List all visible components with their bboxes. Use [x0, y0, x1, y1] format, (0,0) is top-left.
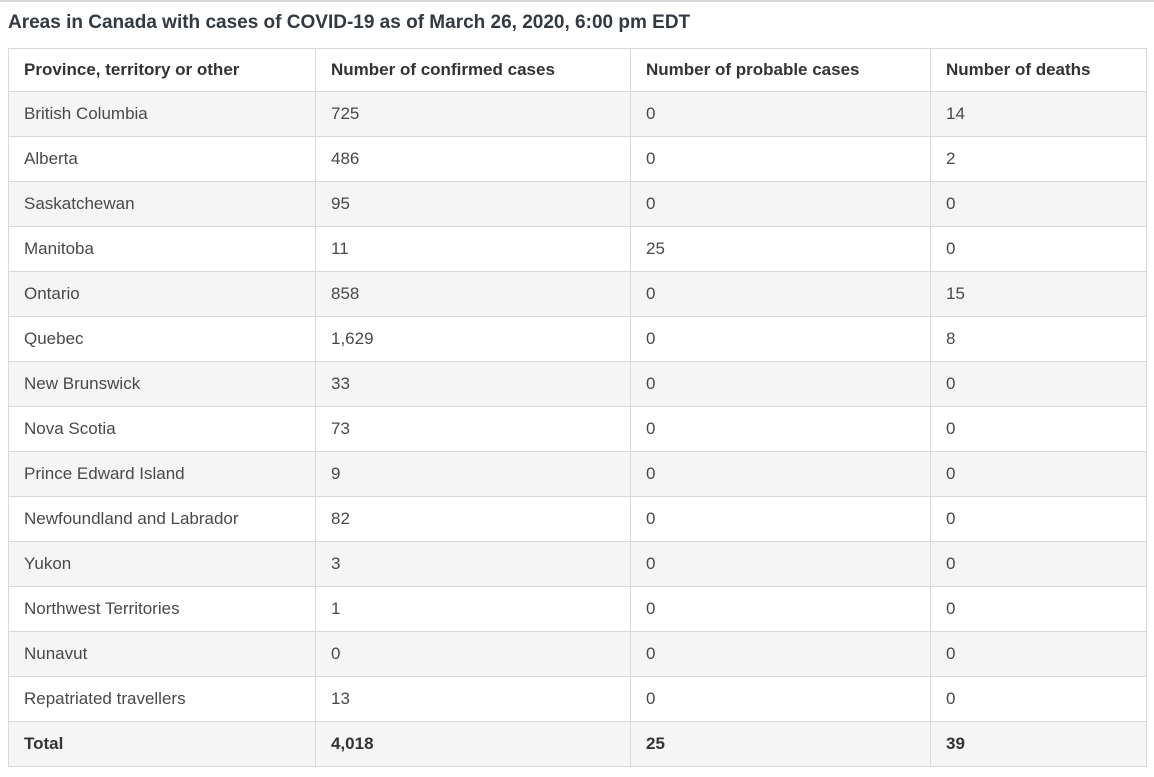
deaths-cell: 0 — [930, 181, 1147, 227]
probable-cases-cell: 25 — [630, 721, 931, 767]
top-divider — [0, 0, 1154, 2]
deaths-cell: 0 — [930, 541, 1147, 587]
province-cell: Newfoundland and Labrador — [8, 496, 316, 542]
probable-cases-cell: 0 — [630, 91, 931, 137]
province-cell: Alberta — [8, 136, 316, 182]
province-cell: Nunavut — [8, 631, 316, 677]
confirmed-cases-cell: 73 — [315, 406, 631, 452]
province-cell: British Columbia — [8, 91, 316, 137]
probable-cases-cell: 0 — [630, 181, 931, 227]
table-row: Nunavut 0 0 0 — [8, 631, 1147, 677]
table-row: New Brunswick 33 0 0 — [8, 361, 1147, 407]
table-row: Alberta 486 0 2 — [8, 136, 1147, 182]
province-cell: Saskatchewan — [8, 181, 316, 227]
column-header-confirmed-cases: Number of confirmed cases — [315, 48, 631, 92]
table-row: Ontario 858 0 15 — [8, 271, 1147, 317]
probable-cases-cell: 0 — [630, 676, 931, 722]
confirmed-cases-cell: 0 — [315, 631, 631, 677]
deaths-cell: 0 — [930, 676, 1147, 722]
column-header-deaths: Number of deaths — [930, 48, 1147, 92]
table-title: Areas in Canada with cases of COVID-19 a… — [8, 12, 691, 33]
deaths-cell: 8 — [930, 316, 1147, 362]
confirmed-cases-cell: 1,629 — [315, 316, 631, 362]
probable-cases-cell: 0 — [630, 316, 931, 362]
table-row: Newfoundland and Labrador 82 0 0 — [8, 496, 1147, 542]
deaths-cell: 15 — [930, 271, 1147, 317]
deaths-cell: 0 — [930, 496, 1147, 542]
deaths-cell: 39 — [930, 721, 1147, 767]
deaths-cell: 0 — [930, 586, 1147, 632]
confirmed-cases-cell: 95 — [315, 181, 631, 227]
confirmed-cases-cell: 486 — [315, 136, 631, 182]
deaths-cell: 14 — [930, 91, 1147, 137]
province-cell: Nova Scotia — [8, 406, 316, 452]
table-row: Repatriated travellers 13 0 0 — [8, 676, 1147, 722]
confirmed-cases-cell: 1 — [315, 586, 631, 632]
table-header: Province, territory or other Number of c… — [8, 48, 1147, 92]
table-row: Nova Scotia 73 0 0 — [8, 406, 1147, 452]
confirmed-cases-cell: 858 — [315, 271, 631, 317]
deaths-cell: 0 — [930, 406, 1147, 452]
probable-cases-cell: 0 — [630, 631, 931, 677]
probable-cases-cell: 0 — [630, 586, 931, 632]
confirmed-cases-cell: 4,018 — [315, 721, 631, 767]
confirmed-cases-cell: 82 — [315, 496, 631, 542]
probable-cases-cell: 0 — [630, 451, 931, 497]
deaths-cell: 0 — [930, 226, 1147, 272]
province-cell: Prince Edward Island — [8, 451, 316, 497]
probable-cases-cell: 0 — [630, 496, 931, 542]
column-header-province: Province, territory or other — [8, 48, 316, 92]
confirmed-cases-cell: 3 — [315, 541, 631, 587]
deaths-cell: 2 — [930, 136, 1147, 182]
province-cell: New Brunswick — [8, 361, 316, 407]
province-cell: Ontario — [8, 271, 316, 317]
probable-cases-cell: 0 — [630, 406, 931, 452]
province-cell: Quebec — [8, 316, 316, 362]
table-row: Yukon 3 0 0 — [8, 541, 1147, 587]
column-header-probable-cases: Number of probable cases — [630, 48, 931, 92]
table-row: Northwest Territories 1 0 0 — [8, 586, 1147, 632]
table-row: Manitoba 11 25 0 — [8, 226, 1147, 272]
province-cell: Northwest Territories — [8, 586, 316, 632]
table-row: Saskatchewan 95 0 0 — [8, 181, 1147, 227]
probable-cases-cell: 0 — [630, 361, 931, 407]
probable-cases-cell: 0 — [630, 541, 931, 587]
total-row: Total 4,018 25 39 — [8, 721, 1147, 767]
province-cell: Manitoba — [8, 226, 316, 272]
confirmed-cases-cell: 11 — [315, 226, 631, 272]
deaths-cell: 0 — [930, 451, 1147, 497]
table-row: British Columbia 725 0 14 — [8, 91, 1147, 137]
probable-cases-cell: 25 — [630, 226, 931, 272]
confirmed-cases-cell: 13 — [315, 676, 631, 722]
header-row: Province, territory or other Number of c… — [8, 48, 1147, 92]
covid-cases-table: Province, territory or other Number of c… — [8, 48, 1147, 767]
table-row: Prince Edward Island 9 0 0 — [8, 451, 1147, 497]
province-cell: Total — [8, 721, 316, 767]
deaths-cell: 0 — [930, 361, 1147, 407]
table-row: Quebec 1,629 0 8 — [8, 316, 1147, 362]
probable-cases-cell: 0 — [630, 271, 931, 317]
province-cell: Repatriated travellers — [8, 676, 316, 722]
province-cell: Yukon — [8, 541, 316, 587]
confirmed-cases-cell: 33 — [315, 361, 631, 407]
confirmed-cases-cell: 725 — [315, 91, 631, 137]
deaths-cell: 0 — [930, 631, 1147, 677]
probable-cases-cell: 0 — [630, 136, 931, 182]
table-body: British Columbia 725 0 14 Alberta 486 0 2 Saskat… — [8, 91, 1147, 767]
confirmed-cases-cell: 9 — [315, 451, 631, 497]
